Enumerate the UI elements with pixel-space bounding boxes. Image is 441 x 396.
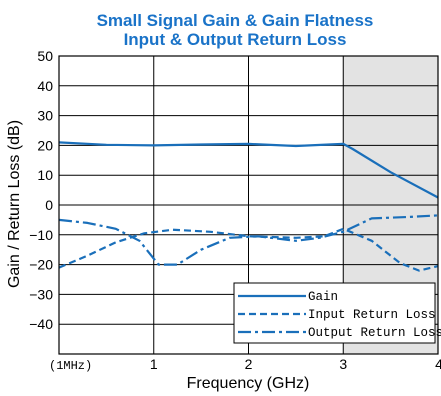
series-line-gain — [58, 141, 439, 199]
y-tick-label: 0 — [45, 197, 53, 213]
x-axis-label: Frequency (GHz) — [187, 375, 310, 392]
x-tick-label: 4 — [435, 356, 441, 372]
legend-label: Output Return Loss — [308, 326, 441, 340]
x-tick-label: 3 — [339, 356, 347, 372]
y-tick-label: −40 — [29, 316, 53, 332]
y-tick-label: 20 — [37, 137, 53, 153]
y-tick-label: 40 — [37, 78, 53, 94]
y-tick-label: −30 — [29, 286, 53, 302]
x-tick-label: 1 — [150, 356, 158, 372]
x-tick-label: 2 — [245, 356, 253, 372]
x-tick-label: (1MHz) — [49, 359, 92, 373]
y-axis-label: Gain / Return Loss (dB) — [6, 120, 23, 288]
y-tick-label: −20 — [29, 257, 53, 273]
series-line-output-return-loss — [58, 214, 439, 266]
chart-title: Small Signal Gain & Gain Flatness — [97, 11, 374, 30]
legend-label: Gain — [308, 290, 338, 304]
y-tick-label: 10 — [37, 167, 53, 183]
legend-label: Input Return Loss — [308, 308, 436, 322]
chart-subtitle: Input & Output Return Loss — [124, 30, 347, 49]
y-tick-label: 30 — [37, 108, 53, 124]
plot-frame — [58, 55, 439, 355]
y-tick-label: −10 — [29, 227, 53, 243]
y-tick-label: 50 — [37, 48, 53, 64]
